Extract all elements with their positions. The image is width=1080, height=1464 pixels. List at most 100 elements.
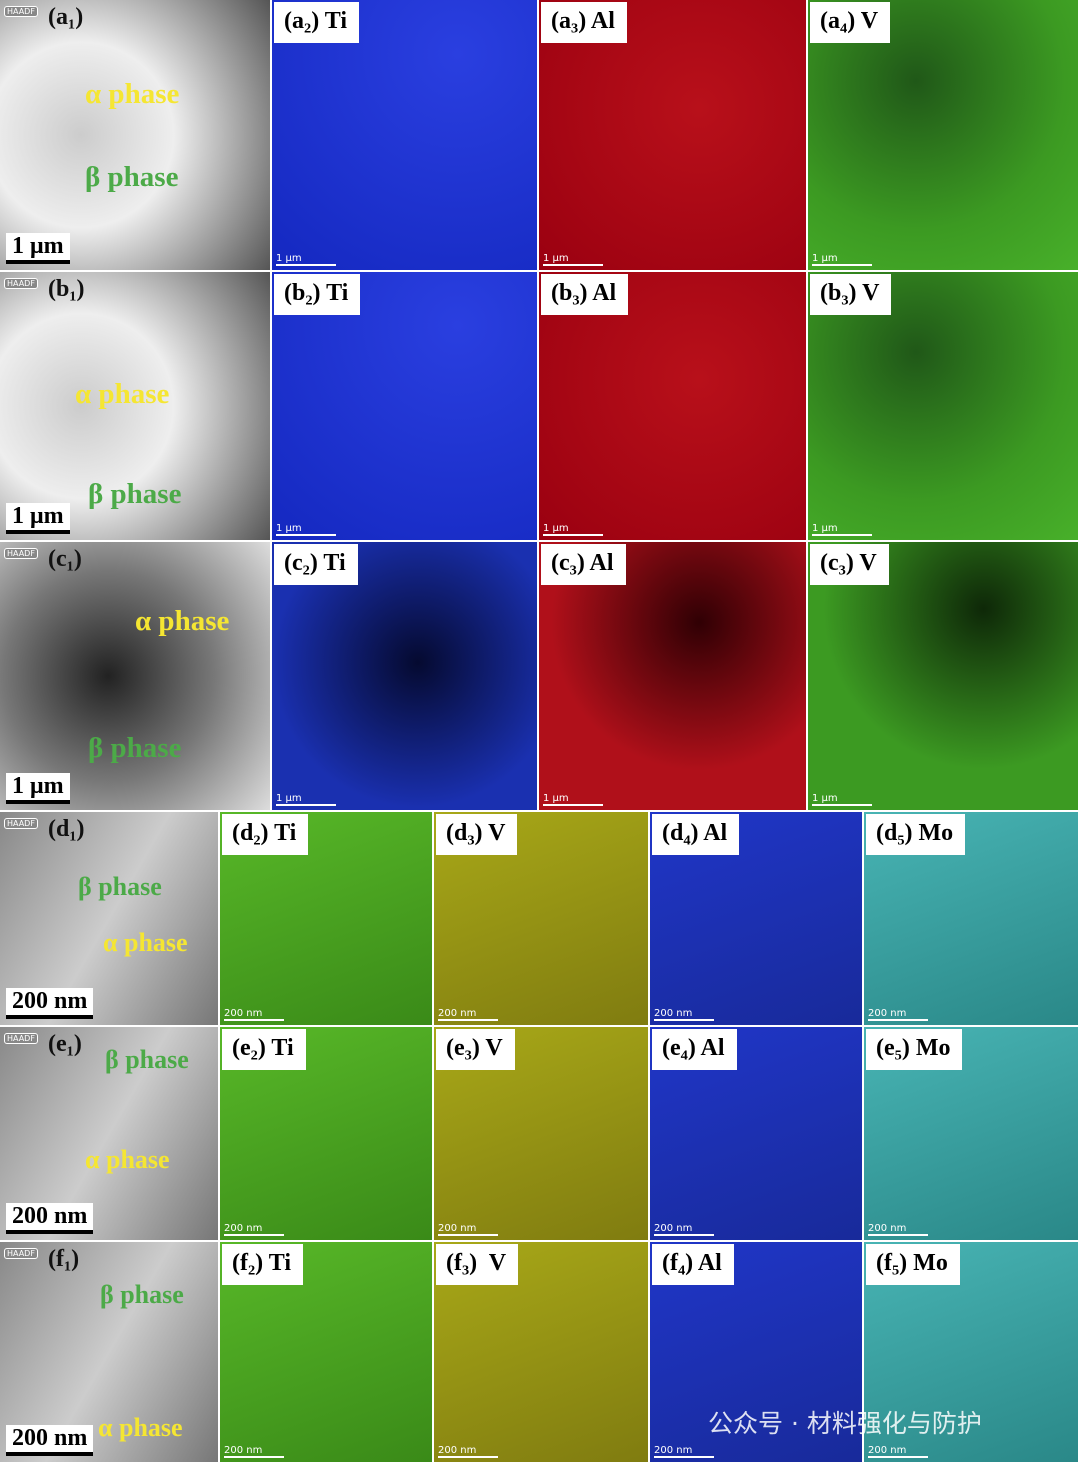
scale-bar: 200 nm	[868, 1445, 928, 1458]
micrograph-panel: (b₃) V 1 μm	[808, 272, 1078, 540]
micrograph-panel: (b₂) Ti 1 μm	[272, 272, 537, 540]
micrograph-panel: HAADF (e₁) 200 nm α phase β phase	[0, 1027, 218, 1240]
panel-label: (d₂) Ti	[222, 814, 309, 855]
panel-label: (c₁)	[48, 546, 82, 572]
micrograph-panel: (c₃) Al 1 μm	[539, 542, 806, 810]
micrograph-panel: (f₅) Mo 200 nm	[864, 1242, 1078, 1462]
panel-label: (c₃) Al	[541, 544, 626, 585]
micrograph-panel: (c₃) V 1 μm	[808, 542, 1078, 810]
scale-bar: 1 μm	[543, 253, 603, 266]
panel-label: (f₃) V	[436, 1244, 519, 1285]
panel-label: (e₃) V	[436, 1029, 515, 1070]
phase-annotation: β phase	[88, 478, 182, 510]
detector-tag: HAADF	[4, 818, 38, 829]
phase-annotation: α phase	[85, 1145, 170, 1174]
micrograph-panel: (f₂) Ti 200 nm	[220, 1242, 432, 1462]
panel-label: (a₄) V	[810, 2, 891, 43]
micrograph-panel: (f₃) V 200 nm	[434, 1242, 648, 1462]
panel-label: (b₂) Ti	[274, 274, 361, 315]
micrograph-panel: (e₄) Al 200 nm	[650, 1027, 862, 1240]
panel-label: (b₁)	[48, 276, 85, 302]
scale-bar: 1 μm	[543, 793, 603, 806]
panel-label: (d₁)	[48, 816, 85, 842]
panel-label: (b₃) Al	[541, 274, 629, 315]
scale-bar: 200 nm	[438, 1008, 498, 1021]
detector-tag: HAADF	[4, 548, 38, 559]
scale-bar: 1 μm	[276, 253, 336, 266]
panel-label: (c₂) Ti	[274, 544, 358, 585]
scale-bar: 200 nm	[224, 1445, 284, 1458]
scale-bar: 1 μm	[276, 793, 336, 806]
micrograph-panel: (e₂) Ti 200 nm	[220, 1027, 432, 1240]
panel-label: (d₄) Al	[652, 814, 740, 855]
scale-bar: 200 nm	[654, 1008, 714, 1021]
scale-bar: 200 nm	[6, 988, 94, 1019]
micrograph-panel: (d₃) V 200 nm	[434, 812, 648, 1025]
phase-annotation: α phase	[135, 605, 230, 637]
micrograph-panel: (a₃) Al 1 μm	[539, 0, 806, 270]
micrograph-panel: HAADF (c₁) 1 μm α phase β phase	[0, 542, 270, 810]
detector-tag: HAADF	[4, 278, 38, 289]
scale-bar: 1 μm	[276, 523, 336, 536]
scale-bar: 1 μm	[6, 773, 70, 804]
micrograph-panel: (d₂) Ti 200 nm	[220, 812, 432, 1025]
panel-label: (d₅) Mo	[866, 814, 966, 855]
panel-label: (f₅) Mo	[866, 1244, 960, 1285]
micrograph-panel: HAADF (b₁) 1 μm α phase β phase	[0, 272, 270, 540]
scale-bar: 200 nm	[6, 1203, 94, 1234]
micrograph-panel: (b₃) Al 1 μm	[539, 272, 806, 540]
panel-label: (e₂) Ti	[222, 1029, 306, 1070]
scale-bar: 200 nm	[654, 1223, 714, 1236]
panel-label: (a₃) Al	[541, 2, 627, 43]
scale-bar: 200 nm	[6, 1425, 94, 1456]
scale-bar: 200 nm	[438, 1445, 498, 1458]
micrograph-panel: (a₂) Ti 1 μm	[272, 0, 537, 270]
scale-bar: 1 μm	[543, 523, 603, 536]
scale-bar: 1 μm	[6, 503, 70, 534]
scale-bar: 1 μm	[812, 253, 872, 266]
panel-label: (f₂) Ti	[222, 1244, 303, 1285]
micrograph-panel: (d₅) Mo 200 nm	[864, 812, 1078, 1025]
micrograph-panel: HAADF (f₁) 200 nm α phase β phase	[0, 1242, 218, 1462]
panel-label: (e₁)	[48, 1031, 82, 1057]
micrograph-panel: (c₂) Ti 1 μm	[272, 542, 537, 810]
panel-label: (d₃) V	[436, 814, 518, 855]
phase-annotation: α phase	[103, 928, 188, 957]
scale-bar: 200 nm	[224, 1223, 284, 1236]
panel-label: (a₁)	[48, 4, 84, 30]
phase-annotation: α phase	[85, 78, 180, 110]
panel-label: (b₃) V	[810, 274, 892, 315]
phase-annotation: α phase	[75, 378, 170, 410]
scale-bar: 200 nm	[868, 1223, 928, 1236]
micrograph-panel: HAADF (d₁) 200 nm α phase β phase	[0, 812, 218, 1025]
micrograph-panel: (d₄) Al 200 nm	[650, 812, 862, 1025]
panel-label: (f₄) Al	[652, 1244, 734, 1285]
scale-bar: 1 μm	[812, 523, 872, 536]
scale-bar: 200 nm	[224, 1008, 284, 1021]
phase-annotation: β phase	[100, 1280, 184, 1309]
phase-annotation: β phase	[105, 1045, 189, 1074]
panel-label: (e₅) Mo	[866, 1029, 963, 1070]
micrograph-panel: (e₃) V 200 nm	[434, 1027, 648, 1240]
scale-bar: 200 nm	[438, 1223, 498, 1236]
detector-tag: HAADF	[4, 6, 38, 17]
micrograph-panel: (a₄) V 1 μm	[808, 0, 1078, 270]
scale-bar: 200 nm	[654, 1445, 714, 1458]
phase-annotation: β phase	[88, 732, 182, 764]
phase-annotation: β phase	[78, 872, 162, 901]
panel-label: (a₂) Ti	[274, 2, 359, 43]
phase-annotation: β phase	[85, 161, 179, 193]
micrograph-panel: (e₅) Mo 200 nm	[864, 1027, 1078, 1240]
watermark: 公众号 · 材料强化与防护	[708, 1409, 982, 1438]
detector-tag: HAADF	[4, 1033, 38, 1044]
panel-label: (e₄) Al	[652, 1029, 737, 1070]
phase-annotation: α phase	[98, 1413, 183, 1442]
scale-bar: 1 μm	[812, 793, 872, 806]
scale-bar: 1 μm	[6, 233, 70, 264]
scale-bar: 200 nm	[868, 1008, 928, 1021]
micrograph-panel: HAADF (a₁) 1 μm α phase β phase	[0, 0, 270, 270]
panel-label: (f₁)	[48, 1246, 80, 1272]
panel-label: (c₃) V	[810, 544, 889, 585]
detector-tag: HAADF	[4, 1248, 38, 1259]
